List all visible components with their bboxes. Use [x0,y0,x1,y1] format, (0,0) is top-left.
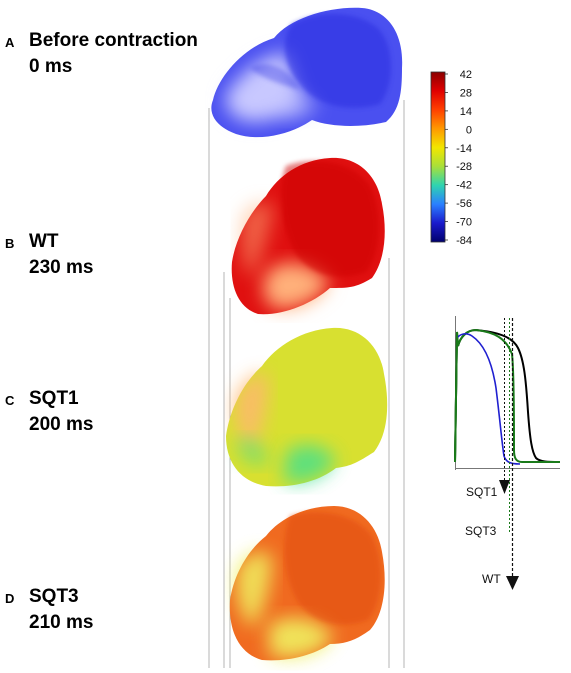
ap-trace-sqt3 [454,328,560,463]
heart-before-contraction [211,7,403,138]
ap-arrowhead-wt [506,576,519,590]
heart-sqt3 [229,506,385,661]
ap-trace-sqt1 [456,333,521,465]
panel-letter-b: B [5,236,15,251]
colorbar-tick-label: -28 [456,161,472,173]
panel-label-a: Before contraction 0 ms [29,28,198,80]
action-potential-inset: SQT1 SQT3 WT [454,316,561,590]
time-label: 210 ms [29,612,94,633]
colorbar-tick-label: 0 [466,124,472,136]
panel-letter-a: A [5,35,15,50]
condition-label: Before contraction [29,30,198,51]
panel-letter-d: D [5,591,15,606]
time-label: 200 ms [29,414,94,435]
colorbar-tick-label: 42 [460,69,472,81]
heart-wt [231,157,385,315]
ap-label-sqt3: SQT3 [465,524,497,538]
panel-letter-c: C [5,393,15,408]
colorbar-scale [430,71,446,243]
colorbar: 42 28 14 0 -14 -28 -42 -56 -70 -84 [430,69,472,247]
time-label: 230 ms [29,257,94,278]
colorbar-tick-label: 28 [460,87,472,99]
colorbar-ticks: 42 28 14 0 -14 -28 -42 -56 -70 -84 [445,69,472,247]
guide-lines [208,100,405,668]
colorbar-tick-label: -56 [456,198,472,210]
panel-label-c: SQT1 200 ms [29,386,93,438]
ap-trace-wt [454,328,561,463]
condition-label: SQT3 [29,586,79,607]
ap-label-wt: WT [482,572,501,586]
ap-label-sqt1: SQT1 [466,485,498,499]
heart-sqt1 [226,327,388,487]
ap-arrowhead-sqt1 [499,480,510,494]
colorbar-tick-label: -14 [456,143,472,155]
colorbar-tick-label: 14 [460,106,472,118]
condition-label: WT [29,231,59,252]
panel-label-d: SQT3 210 ms [29,584,93,636]
condition-label: SQT1 [29,388,79,409]
colorbar-tick-label: -70 [456,217,472,229]
ap-trace-sqt3-tail [454,331,458,463]
time-label: 0 ms [29,56,73,77]
panel-label-b: WT 230 ms [29,229,93,281]
colorbar-tick-label: -42 [456,180,472,192]
colorbar-tick-label: -84 [456,235,472,247]
